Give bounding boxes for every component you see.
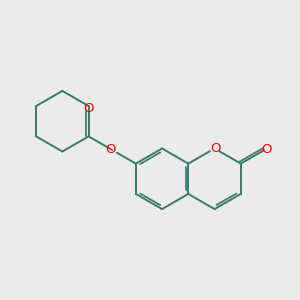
Text: O: O <box>261 143 272 156</box>
Text: O: O <box>210 142 220 155</box>
Text: O: O <box>106 143 116 157</box>
Text: O: O <box>83 102 94 115</box>
